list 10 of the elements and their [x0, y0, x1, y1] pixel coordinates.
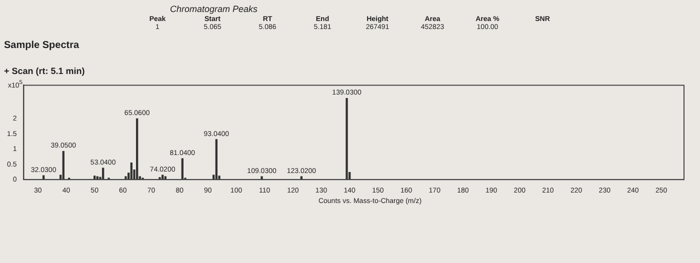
bar: [158, 177, 161, 180]
bar: [136, 118, 138, 180]
chart-subtitle: + Scan (rt: 5.1 min): [4, 66, 85, 76]
bar: [346, 98, 348, 180]
bar: [215, 139, 218, 180]
bar: [62, 150, 64, 180]
bar: [124, 176, 127, 180]
text: Chromatogram Peaks: [170, 4, 258, 14]
bar: [260, 176, 263, 180]
chart-title: Sample Spectra: [4, 40, 80, 51]
